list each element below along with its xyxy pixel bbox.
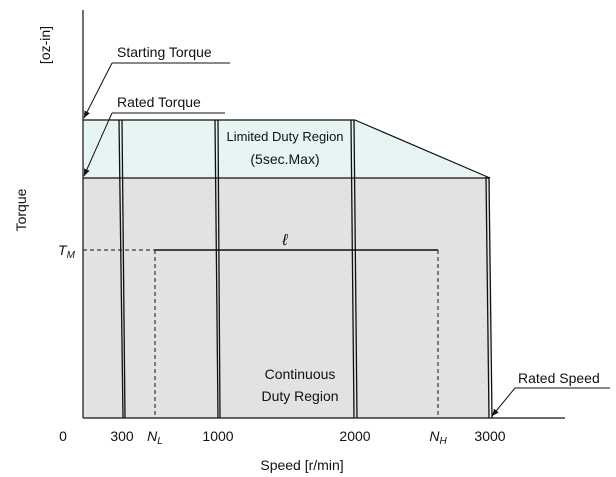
y-unit: [oz-in] [37, 26, 53, 64]
x-tick-label: 300 [110, 428, 134, 444]
x-tick-label: NH [429, 428, 447, 447]
x-tick-label: 3000 [474, 428, 505, 444]
tick-main: 2000 [339, 428, 370, 444]
region-label: Limited Duty Region [226, 129, 343, 144]
tick-main: N [429, 428, 440, 444]
tm-label: TM [58, 242, 76, 261]
tick-main: N [147, 428, 158, 444]
x-tick-label: 2000 [339, 428, 370, 444]
tick-sub: L [157, 436, 163, 447]
continuous-region [83, 178, 490, 418]
x-tick-label: 1000 [202, 428, 233, 444]
region-label: Duty Region [261, 388, 338, 404]
rated-speed: Rated Speed [518, 370, 600, 386]
tick-main: 3000 [474, 428, 505, 444]
x-ticks: 0 300 NL 1000 2000 NH 3000 [59, 428, 506, 447]
tm-sub: M [67, 250, 76, 261]
tm-main: T [58, 242, 68, 258]
region-label: (5sec.Max) [250, 151, 319, 167]
x-title: Speed [r/min] [260, 457, 343, 473]
starting-torque: Starting Torque [117, 44, 212, 60]
load-line-label: ℓ [281, 232, 288, 249]
region-label: Continuous [265, 366, 336, 382]
tick-sub: H [439, 436, 447, 447]
x-tick-label: 0 [59, 428, 67, 444]
tick-main: 300 [110, 428, 134, 444]
tick-main: 0 [59, 428, 67, 444]
boundaries [82, 10, 610, 419]
x-tick-label: NL [147, 428, 163, 447]
y-title: Torque [13, 188, 29, 231]
rated-torque: Rated Torque [117, 94, 201, 110]
tick-main: 1000 [202, 428, 233, 444]
